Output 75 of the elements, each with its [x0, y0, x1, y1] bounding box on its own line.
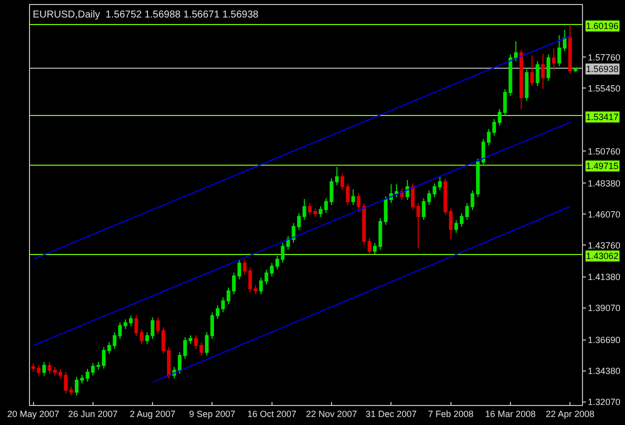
candlestick [486, 128, 491, 146]
candlestick [340, 172, 344, 191]
y-tick-label: 1.41380 [588, 272, 620, 282]
x-tick-label: 9 Sep 2007 [189, 408, 236, 419]
x-tick-label: 26 Jun 2007 [68, 408, 118, 419]
y-tick-label: 1.36690 [588, 335, 620, 346]
candlestick [351, 189, 355, 206]
candlestick [280, 242, 285, 264]
candlestick [444, 178, 448, 216]
candlestick [378, 218, 382, 250]
candlestick [481, 138, 486, 166]
candlestick [270, 262, 274, 277]
candlestick [406, 180, 410, 201]
y-tick-label: 1.57760 [588, 52, 620, 62]
candlestick [166, 346, 171, 380]
x-tick-label: 20 May 2007 [7, 408, 60, 419]
candlestick [69, 386, 74, 396]
candlestick [562, 29, 566, 52]
candlestick [373, 242, 377, 254]
candlestick [308, 202, 312, 216]
candlestick [557, 34, 562, 67]
candlestick [552, 48, 556, 71]
candlestick [134, 314, 138, 337]
candlestick [530, 54, 534, 86]
candlestick [96, 362, 100, 370]
x-tick-label: 16 Mar 2008 [485, 408, 536, 419]
candlestick [541, 53, 545, 90]
y-tick-label: 1.55450 [588, 83, 620, 94]
candlestick [64, 371, 68, 394]
y-tick-label: 1.46070 [588, 209, 620, 220]
candlestick [313, 208, 318, 218]
y-tick-label: 1.32070 [588, 397, 620, 408]
x-tick-label: 2 Aug 2007 [130, 408, 176, 419]
candlestick [237, 259, 242, 280]
y-tick-label: 1.34380 [588, 366, 620, 376]
y-tick-label: 1.39070 [588, 303, 620, 314]
candlestick [275, 255, 280, 270]
x-tick-label: 22 Nov 2007 [306, 408, 358, 419]
text: EURUSD,Daily 1.56752 1.56988 1.56671 1.56938 [32, 10, 259, 21]
y-tick-label: 1.48380 [588, 178, 620, 188]
candlestick [36, 364, 40, 376]
y-tick-label: 1.50760 [588, 146, 620, 156]
candlestick [140, 328, 144, 344]
candlestick [524, 68, 529, 102]
candlestick [102, 346, 106, 370]
candlestick [107, 342, 111, 354]
candlestick [410, 182, 415, 210]
candlestick [346, 182, 350, 206]
candlestick [574, 67, 578, 72]
candlestick [42, 362, 46, 376]
candlestick [536, 60, 540, 86]
candlestick [31, 362, 36, 372]
ref-line-label: 1.49715 [586, 161, 619, 171]
ref-line-label: 1.53417 [586, 112, 619, 122]
candlestick [422, 198, 426, 220]
x-tick-label: 7 Feb 2008 [428, 408, 474, 419]
x-tick-label: 31 Dec 2007 [366, 408, 417, 419]
candlestick [204, 332, 209, 356]
candlestick [448, 208, 453, 240]
candlestick [546, 54, 550, 82]
candlestick [492, 118, 496, 136]
candlestick [242, 259, 247, 275]
candlestick [178, 352, 182, 374]
candlestick [568, 24, 572, 75]
x-tick-label: 16 Oct 2007 [247, 408, 296, 419]
x-tick-label: 22 Apr 2008 [546, 408, 594, 419]
candlestick [519, 49, 524, 110]
ref-line-label: 1.56938 [586, 64, 619, 74]
candlestick [210, 312, 214, 340]
y-tick-label: 1.43760 [588, 240, 620, 250]
ref-line-label: 1.60196 [586, 21, 619, 31]
ref-line-label: 1.43062 [586, 251, 619, 261]
candlestick [384, 196, 388, 226]
candlestick [454, 220, 458, 234]
candlestick [416, 202, 420, 249]
